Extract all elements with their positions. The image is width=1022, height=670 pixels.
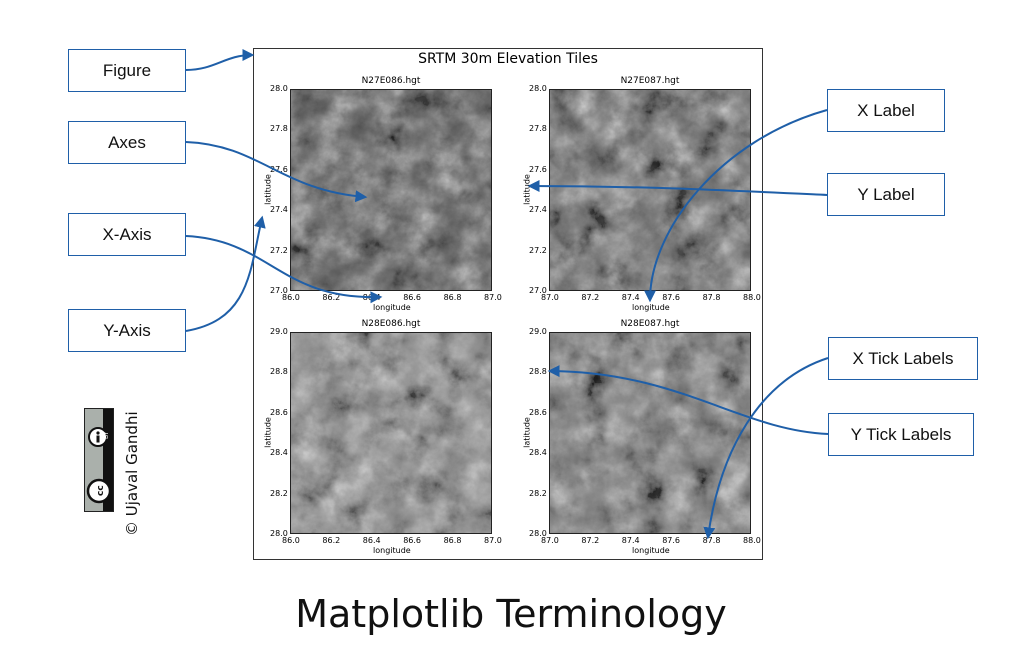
arrow-figure bbox=[185, 49, 255, 71]
terrain-texture bbox=[291, 333, 491, 533]
y-tick-label: 27.4 bbox=[270, 205, 288, 215]
panel-title: N28E087.hgt bbox=[620, 319, 680, 329]
terrain-texture bbox=[550, 90, 750, 290]
figure-title: SRTM 30m Elevation Tiles bbox=[418, 51, 598, 67]
panel-title: N27E087.hgt bbox=[620, 76, 680, 86]
y-tick-label: 27.2 bbox=[529, 245, 547, 255]
y-tick-label: 27.2 bbox=[270, 245, 288, 255]
callout-axes: Axes bbox=[68, 121, 186, 164]
y-axis-label: latitude bbox=[263, 417, 273, 448]
callout-x-axis-label: X-Axis bbox=[102, 224, 152, 244]
callout-x-label-text: X Label bbox=[857, 100, 915, 120]
credit-text: © Ujaval Gandhi bbox=[123, 411, 141, 536]
x-axis-label: longitude bbox=[632, 546, 670, 555]
panel-title: N27E086.hgt bbox=[361, 76, 421, 86]
y-tick-label: 28.6 bbox=[529, 407, 547, 417]
callout-x-tick-labels: X Tick Labels bbox=[828, 337, 978, 380]
y-tick-label: 28.4 bbox=[529, 448, 547, 458]
y-tick-label: 28.0 bbox=[270, 84, 288, 93]
y-axis-label: latitude bbox=[263, 174, 273, 205]
x-tick-label: 86.6 bbox=[403, 536, 421, 545]
elevation-image bbox=[290, 89, 492, 291]
x-tick-label: 86.4 bbox=[362, 536, 381, 545]
y-tick-label: 27.0 bbox=[529, 286, 547, 295]
callout-x-tick-labels-text: X Tick Labels bbox=[852, 348, 954, 368]
callout-x-label: X Label bbox=[827, 89, 945, 132]
callout-y-tick-labels-text: Y Tick Labels bbox=[850, 424, 952, 444]
y-tick-label: 27.4 bbox=[529, 205, 547, 215]
arrow-y-axis bbox=[185, 215, 266, 332]
x-tick-label: 87.0 bbox=[484, 293, 502, 302]
x-tick-label: 87.2 bbox=[581, 293, 600, 302]
x-tick-label: 87.8 bbox=[702, 536, 721, 545]
x-tick-label: 86.0 bbox=[282, 293, 300, 302]
x-tick-label: 86.2 bbox=[322, 536, 341, 545]
y-tick-label: 27.8 bbox=[529, 124, 547, 134]
y-tick-label: 28.2 bbox=[270, 488, 288, 498]
x-tick-label: 87.0 bbox=[541, 536, 559, 545]
callout-y-tick-labels: Y Tick Labels bbox=[828, 413, 974, 456]
y-axis-label: latitude bbox=[522, 174, 532, 205]
x-tick-label: 86.4 bbox=[362, 293, 381, 302]
license-by-text: BY bbox=[103, 431, 110, 439]
cc-by-icon: BY cc bbox=[85, 409, 113, 511]
x-tick-label: 86.8 bbox=[443, 293, 462, 302]
callout-figure: Figure bbox=[68, 49, 186, 92]
y-tick-label: 28.0 bbox=[270, 529, 288, 538]
elevation-image bbox=[549, 89, 751, 291]
x-tick-label: 87.4 bbox=[621, 293, 640, 302]
callout-y-axis: Y-Axis bbox=[68, 309, 186, 352]
x-tick-label: 86.8 bbox=[443, 536, 462, 545]
x-tick-label: 87.2 bbox=[581, 536, 600, 545]
panel-title: N28E086.hgt bbox=[361, 319, 421, 329]
x-axis-label: longitude bbox=[632, 303, 670, 312]
license-cc-text: cc bbox=[96, 485, 106, 496]
y-tick-label: 27.6 bbox=[270, 164, 288, 174]
x-tick-label: 87.8 bbox=[702, 293, 721, 302]
y-tick-label: 28.8 bbox=[270, 367, 288, 377]
y-tick-label: 28.0 bbox=[529, 529, 547, 538]
callout-y-axis-label: Y-Axis bbox=[103, 320, 151, 340]
y-tick-label: 27.8 bbox=[270, 124, 288, 134]
callout-y-label-text: Y Label bbox=[857, 184, 915, 204]
x-axis-label: longitude bbox=[373, 546, 411, 555]
y-tick-label: 28.8 bbox=[529, 367, 547, 377]
y-tick-label: 28.4 bbox=[270, 448, 288, 458]
x-tick-label: 87.0 bbox=[541, 293, 559, 302]
x-axis-label: longitude bbox=[373, 303, 411, 312]
x-tick-label: 87.4 bbox=[621, 536, 640, 545]
callout-figure-label: Figure bbox=[102, 60, 152, 80]
y-tick-label: 27.0 bbox=[270, 286, 288, 295]
figure-frame: SRTM 30m Elevation Tiles N27E086.hgt 86.0… bbox=[253, 48, 763, 560]
x-tick-label: 87.0 bbox=[484, 536, 502, 545]
elevation-image bbox=[549, 332, 751, 534]
callout-y-label: Y Label bbox=[827, 173, 945, 216]
x-tick-label: 86.6 bbox=[403, 293, 421, 302]
y-tick-label: 28.6 bbox=[270, 407, 288, 417]
callout-x-axis: X-Axis bbox=[68, 213, 186, 256]
x-tick-label: 86.0 bbox=[282, 536, 300, 545]
cc-by-license-badge: BY cc bbox=[84, 408, 114, 512]
x-tick-label: 88.0 bbox=[743, 536, 761, 545]
x-tick-label: 87.6 bbox=[662, 293, 680, 302]
y-tick-label: 29.0 bbox=[529, 327, 547, 336]
y-tick-label: 28.0 bbox=[529, 84, 547, 93]
x-tick-label: 88.0 bbox=[743, 293, 761, 302]
y-tick-label: 27.6 bbox=[529, 164, 547, 174]
terrain-texture bbox=[291, 90, 491, 290]
page-title: Matplotlib Terminology bbox=[295, 592, 727, 636]
terrain-texture bbox=[550, 333, 750, 533]
y-axis-label: latitude bbox=[522, 417, 532, 448]
y-tick-label: 28.2 bbox=[529, 488, 547, 498]
x-tick-label: 87.6 bbox=[662, 536, 680, 545]
x-tick-label: 86.2 bbox=[322, 293, 341, 302]
elevation-image bbox=[290, 332, 492, 534]
y-tick-label: 29.0 bbox=[270, 327, 288, 336]
callout-axes-label: Axes bbox=[108, 132, 146, 152]
